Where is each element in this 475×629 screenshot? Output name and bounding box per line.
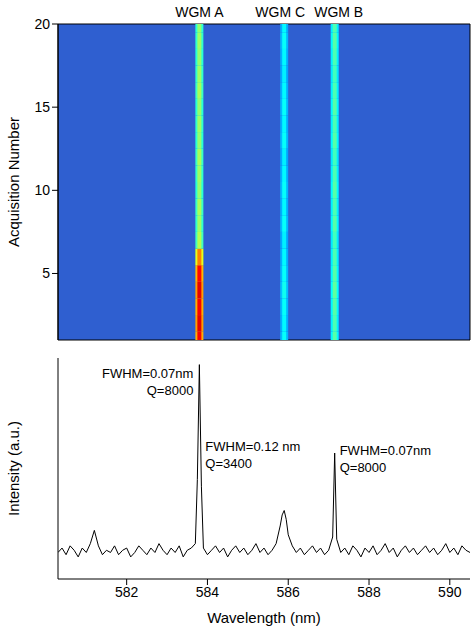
svg-text:582: 582: [115, 584, 139, 600]
svg-text:584: 584: [196, 584, 220, 600]
svg-text:WGM B: WGM B: [314, 4, 363, 20]
svg-text:20: 20: [34, 16, 50, 32]
svg-text:586: 586: [277, 584, 301, 600]
svg-text:588: 588: [357, 584, 381, 600]
svg-text:WGM A: WGM A: [175, 4, 224, 20]
svg-text:10: 10: [34, 182, 50, 198]
svg-text:15: 15: [34, 99, 50, 115]
svg-text:Acquisition Number: Acquisition Number: [5, 117, 22, 247]
svg-text:FWHM=0.07nmQ=8000: FWHM=0.07nmQ=8000: [340, 443, 431, 475]
svg-text:5: 5: [42, 265, 50, 281]
svg-text:Intensity (a.u.): Intensity (a.u.): [5, 421, 22, 516]
svg-text:FWHM=0.12 nmQ=3400: FWHM=0.12 nmQ=3400: [205, 439, 300, 471]
svg-text:590: 590: [438, 584, 462, 600]
svg-text:WGM C: WGM C: [255, 4, 305, 20]
svg-text:FWHM=0.07nmQ=8000: FWHM=0.07nmQ=8000: [102, 366, 193, 398]
svg-text:Wavelength (nm): Wavelength (nm): [207, 609, 321, 626]
